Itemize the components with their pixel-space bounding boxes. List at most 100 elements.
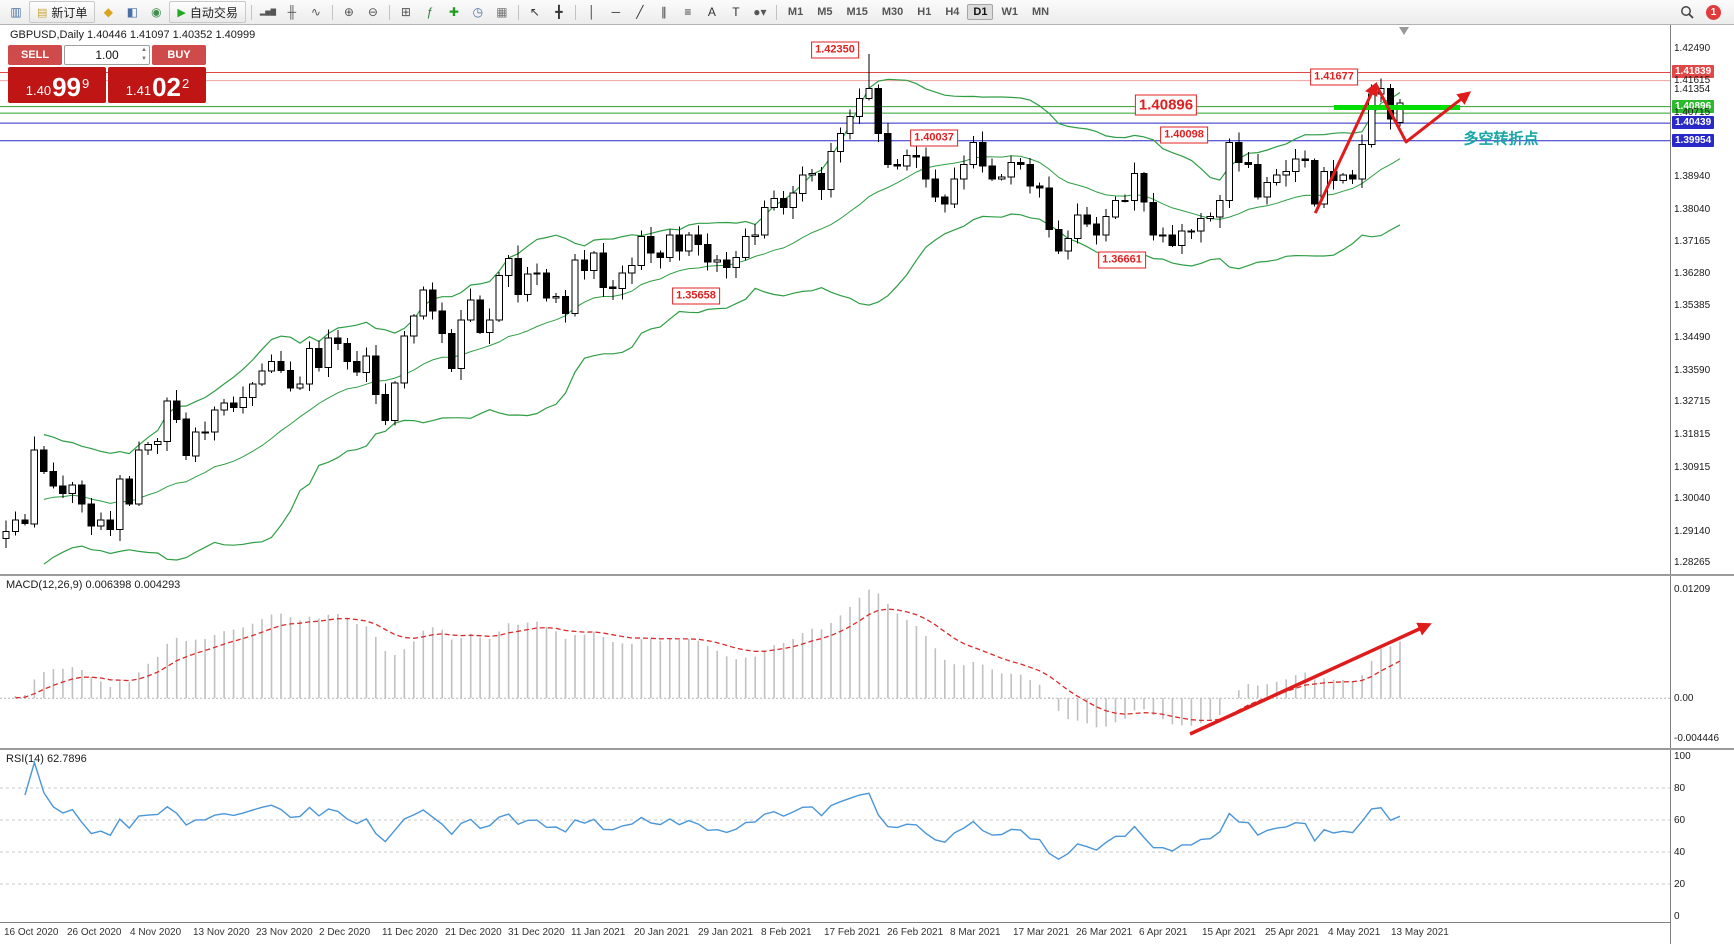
price-tag[interactable]: 1.40896 xyxy=(1134,94,1198,116)
lot-size-input[interactable]: 1.00 ▲ ▼ xyxy=(64,45,150,65)
bollinger-lower-band[interactable] xyxy=(43,213,1401,565)
line-chart-icon[interactable]: ∿ xyxy=(310,5,321,19)
arrows-icon[interactable]: T xyxy=(732,5,740,19)
bollinger-middle-band[interactable] xyxy=(43,155,1401,504)
timeframe-button-h4[interactable]: H4 xyxy=(945,6,960,18)
candle[interactable] xyxy=(1064,230,1072,260)
candle[interactable] xyxy=(429,282,437,320)
candle[interactable] xyxy=(694,225,702,256)
buy-price[interactable]: 1.41 02 2 xyxy=(108,67,206,103)
candle[interactable] xyxy=(1216,195,1224,229)
candle[interactable] xyxy=(884,123,892,168)
candle[interactable] xyxy=(154,437,162,454)
candle[interactable] xyxy=(144,442,152,456)
candle[interactable] xyxy=(580,250,589,280)
candle[interactable] xyxy=(182,412,190,460)
candle[interactable] xyxy=(1273,168,1281,186)
lot-spinner[interactable]: ▲ ▼ xyxy=(141,46,147,64)
candle[interactable] xyxy=(1178,224,1186,254)
candle[interactable] xyxy=(770,190,778,211)
price-tag[interactable]: 1.40037 xyxy=(910,129,958,147)
candle[interactable] xyxy=(1102,208,1110,242)
candle[interactable] xyxy=(229,396,238,413)
one-click-trading-panel[interactable]: SELL 1.00 ▲ ▼ BUY 1.40 99 9 1.41 02 2 xyxy=(8,45,206,103)
pane-separator[interactable] xyxy=(0,748,1734,750)
candle[interactable] xyxy=(1348,170,1357,184)
candle[interactable] xyxy=(438,302,446,344)
candle[interactable] xyxy=(1301,150,1309,168)
candle[interactable] xyxy=(637,230,646,270)
candle[interactable] xyxy=(960,155,968,190)
candle[interactable] xyxy=(1244,151,1252,168)
candle[interactable] xyxy=(163,397,171,452)
zoom-in-icon[interactable]: ⊕ xyxy=(343,5,354,19)
candle[interactable] xyxy=(476,295,484,334)
candle[interactable] xyxy=(998,173,1006,181)
price-tag[interactable]: 1.40098 xyxy=(1160,126,1208,144)
candle[interactable] xyxy=(1292,148,1300,183)
candle[interactable] xyxy=(106,510,114,536)
candle[interactable] xyxy=(855,88,864,125)
new-order-button[interactable]: ▤ 新订单 xyxy=(29,1,96,23)
sell-button[interactable]: SELL xyxy=(8,45,62,65)
vertical-line-icon[interactable]: │ xyxy=(588,5,596,19)
candle[interactable] xyxy=(1111,196,1120,220)
candle[interactable] xyxy=(1311,158,1319,207)
notification-badge[interactable]: 1 xyxy=(1706,4,1721,20)
candle[interactable] xyxy=(571,254,579,317)
candle[interactable] xyxy=(1254,154,1262,200)
candle[interactable] xyxy=(874,84,883,142)
candle[interactable] xyxy=(11,511,20,536)
candle[interactable] xyxy=(666,229,674,262)
timeframe-button-mn[interactable]: MN xyxy=(1031,6,1050,18)
search-icon[interactable] xyxy=(1676,2,1698,22)
price-scale[interactable]: 1.42490 1.41839 1.41615 1.41354 1.40896 1.407… xyxy=(1670,24,1734,944)
candle[interactable] xyxy=(846,109,854,140)
candle[interactable] xyxy=(68,481,77,503)
candle[interactable] xyxy=(305,341,314,392)
timeframe-button-w1[interactable]: W1 xyxy=(1001,6,1018,18)
candle[interactable] xyxy=(713,254,721,272)
candle[interactable] xyxy=(979,131,987,173)
chart-shift-marker[interactable] xyxy=(1399,27,1409,35)
macd-trend-arrow[interactable] xyxy=(1189,622,1432,736)
candle[interactable] xyxy=(258,363,266,386)
indicators-icon[interactable]: ƒ xyxy=(426,5,434,19)
candle[interactable] xyxy=(362,347,371,383)
candle[interactable] xyxy=(324,329,333,377)
candle[interactable] xyxy=(504,255,513,288)
candle[interactable] xyxy=(173,389,181,423)
candle[interactable] xyxy=(1263,177,1271,205)
price-chart-pane[interactable]: GBPUSD,Daily 1.40446 1.41097 1.40352 1.4… xyxy=(0,24,1670,574)
candle[interactable] xyxy=(267,354,276,373)
candle[interactable] xyxy=(1035,182,1044,198)
candle[interactable] xyxy=(675,226,683,261)
candle[interactable] xyxy=(789,185,797,220)
candle[interactable] xyxy=(277,350,285,373)
candle[interactable] xyxy=(798,166,807,202)
candle[interactable] xyxy=(1130,162,1139,211)
candle[interactable] xyxy=(751,224,759,245)
candle[interactable] xyxy=(353,351,361,376)
candle[interactable] xyxy=(742,228,750,261)
candle[interactable] xyxy=(893,158,902,170)
candle[interactable] xyxy=(808,169,816,182)
candle[interactable] xyxy=(1017,157,1025,170)
candle[interactable] xyxy=(286,361,295,392)
candle[interactable] xyxy=(1206,212,1214,222)
macd-pane[interactable]: MACD(12,26,9) 0.006398 0.004293 xyxy=(0,576,1670,748)
timeframe-button-m30[interactable]: M30 xyxy=(881,6,904,18)
candle[interactable] xyxy=(248,381,257,407)
tile-windows-icon[interactable]: ⊞ xyxy=(400,5,411,19)
candle[interactable] xyxy=(988,158,996,181)
candle[interactable] xyxy=(410,313,418,344)
candle[interactable] xyxy=(467,288,475,323)
candle[interactable] xyxy=(1073,203,1082,244)
candle[interactable] xyxy=(561,290,570,323)
candle[interactable] xyxy=(49,462,58,489)
candle[interactable] xyxy=(1149,193,1158,241)
candle[interactable] xyxy=(827,143,835,198)
candle[interactable] xyxy=(220,398,228,416)
candle[interactable] xyxy=(1159,227,1167,243)
candle[interactable] xyxy=(552,292,560,303)
